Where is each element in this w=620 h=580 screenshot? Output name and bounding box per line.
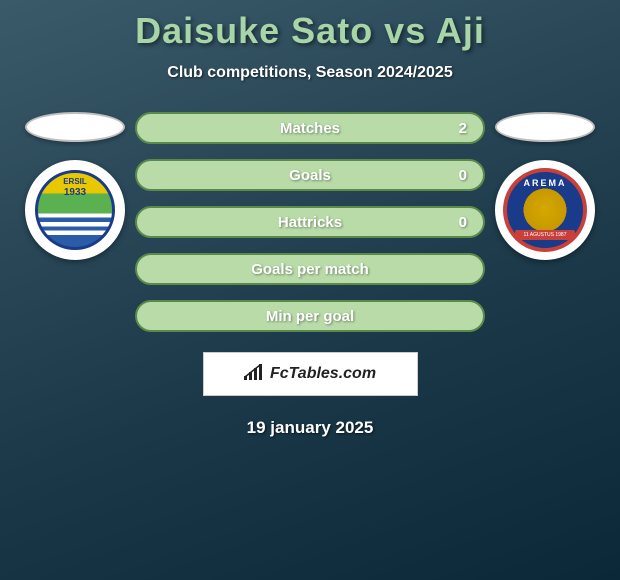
date-text: 19 january 2025 [0, 418, 620, 438]
left-club-logo-inner: ERSIL 1933 [35, 170, 115, 250]
stat-right-value: 0 [459, 167, 467, 184]
left-club-logo: ERSIL 1933 [25, 160, 125, 260]
stat-row-min-per-goal: Min per goal [135, 300, 485, 332]
stat-label: Goals [289, 167, 331, 184]
stat-label: Min per goal [266, 308, 354, 325]
stat-label: Hattricks [278, 214, 342, 231]
right-player-oval [495, 112, 595, 142]
stats-column: Matches 2 Goals 0 Hattricks 0 Goals per … [135, 112, 485, 332]
page-title: Daisuke Sato vs Aji [0, 10, 620, 52]
infographic-container: Daisuke Sato vs Aji Club competitions, S… [0, 0, 620, 438]
stat-row-goals-per-match: Goals per match [135, 253, 485, 285]
stat-row-goals: Goals 0 [135, 159, 485, 191]
left-club-year: 1933 [38, 187, 112, 198]
left-column: ERSIL 1933 [25, 112, 125, 260]
right-club-logo-inner: AREMA 11 AGUSTUS 1987 [503, 168, 587, 252]
signal-icon [244, 364, 264, 385]
main-area: ERSIL 1933 Matches 2 Goals 0 Hattricks 0 [0, 112, 620, 332]
right-club-logo: AREMA 11 AGUSTUS 1987 [495, 160, 595, 260]
left-player-oval [25, 112, 125, 142]
stat-right-value: 2 [459, 120, 467, 137]
watermark-box: FcTables.com [203, 352, 418, 396]
watermark-text: FcTables.com [270, 365, 376, 383]
page-subtitle: Club competitions, Season 2024/2025 [0, 64, 620, 82]
stat-right-value: 0 [459, 214, 467, 231]
stat-label: Matches [280, 120, 340, 137]
right-club-name: AREMA [507, 178, 583, 188]
right-club-ribbon: 11 AGUSTUS 1987 [515, 230, 575, 240]
stat-label: Goals per match [251, 261, 369, 278]
right-column: AREMA 11 AGUSTUS 1987 [495, 112, 595, 260]
left-club-name: ERSIL [38, 177, 112, 186]
stat-row-hattricks: Hattricks 0 [135, 206, 485, 238]
stat-row-matches: Matches 2 [135, 112, 485, 144]
